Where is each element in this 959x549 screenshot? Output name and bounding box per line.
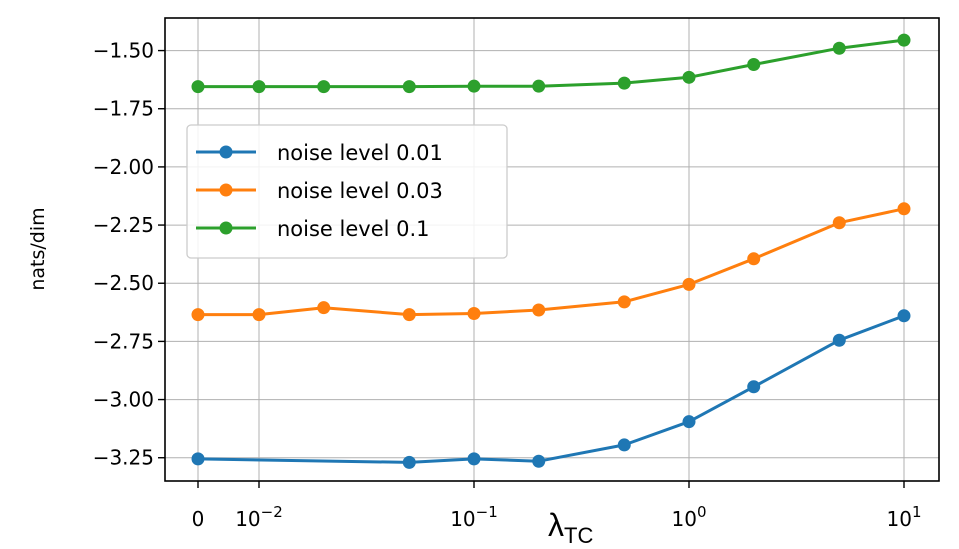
legend-label: noise level 0.1 xyxy=(277,217,430,241)
data-point xyxy=(617,438,631,452)
data-point xyxy=(897,202,911,216)
series-2 xyxy=(191,202,911,322)
data-point xyxy=(402,455,416,469)
data-point xyxy=(682,70,696,84)
data-point xyxy=(897,309,911,323)
plot-frame xyxy=(164,17,940,482)
legend-marker xyxy=(219,221,233,235)
x-axis-label-subscript: TC xyxy=(564,523,593,548)
data-point xyxy=(252,308,266,322)
y-tick-label: −2.75 xyxy=(93,329,154,353)
x-axis: 0 10−2 10−1 100 101 xyxy=(192,481,922,531)
data-point xyxy=(467,79,481,93)
x-tick-label: 10−1 xyxy=(450,503,498,531)
data-point xyxy=(832,216,846,230)
series-1 xyxy=(191,309,911,469)
y-tick-label: −2.25 xyxy=(93,213,154,237)
data-point xyxy=(252,80,266,94)
data-point xyxy=(747,252,761,266)
legend-item: noise level 0.1 xyxy=(196,217,430,241)
data-point xyxy=(682,415,696,429)
data-point xyxy=(467,306,481,320)
data-point xyxy=(747,380,761,394)
y-tick-label: −1.75 xyxy=(93,97,154,121)
data-point xyxy=(747,58,761,72)
y-tick-label: −2.50 xyxy=(93,271,154,295)
data-point xyxy=(897,33,911,47)
legend-label: noise level 0.01 xyxy=(277,141,443,165)
data-series xyxy=(191,33,911,469)
data-point xyxy=(402,308,416,322)
legend-label: noise level 0.03 xyxy=(277,179,443,203)
x-axis-label: λTC xyxy=(548,507,593,548)
legend-item: noise level 0.01 xyxy=(196,141,443,165)
data-point xyxy=(532,303,546,317)
x-tick-label: 100 xyxy=(672,503,707,531)
x-axis-label-main: λ xyxy=(548,507,564,543)
data-point xyxy=(617,76,631,90)
y-axis-label: nats/dim xyxy=(27,207,49,290)
y-tick-label: −1.50 xyxy=(93,39,154,63)
y-tick-label: −2.00 xyxy=(93,155,154,179)
x-tick-label: 101 xyxy=(887,503,922,531)
x-tick-label: 10−2 xyxy=(235,503,283,531)
series-3 xyxy=(191,33,911,94)
data-point xyxy=(402,80,416,94)
data-point xyxy=(682,277,696,291)
x-tick-label: 0 xyxy=(192,507,205,531)
data-point xyxy=(532,454,546,468)
data-point xyxy=(832,333,846,347)
legend-box xyxy=(186,124,508,259)
data-point xyxy=(532,79,546,93)
data-point xyxy=(191,80,205,94)
data-point xyxy=(467,452,481,466)
data-point xyxy=(832,41,846,55)
data-point xyxy=(191,308,205,322)
legend-marker xyxy=(219,183,233,197)
y-tick-label: −3.25 xyxy=(93,446,154,470)
data-point xyxy=(191,452,205,466)
y-axis: −1.50 −1.75 −2.00 −2.25 −2.50 −2.75 −3.00 −3.25 xyxy=(93,39,165,470)
legend-item: noise level 0.03 xyxy=(196,179,443,203)
data-point xyxy=(617,295,631,309)
legend: noise level 0.01 noise level 0.03 noise le… xyxy=(186,124,508,259)
legend-marker xyxy=(219,145,233,159)
data-point xyxy=(317,301,331,315)
y-tick-label: −3.00 xyxy=(93,388,154,412)
data-point xyxy=(317,80,331,94)
